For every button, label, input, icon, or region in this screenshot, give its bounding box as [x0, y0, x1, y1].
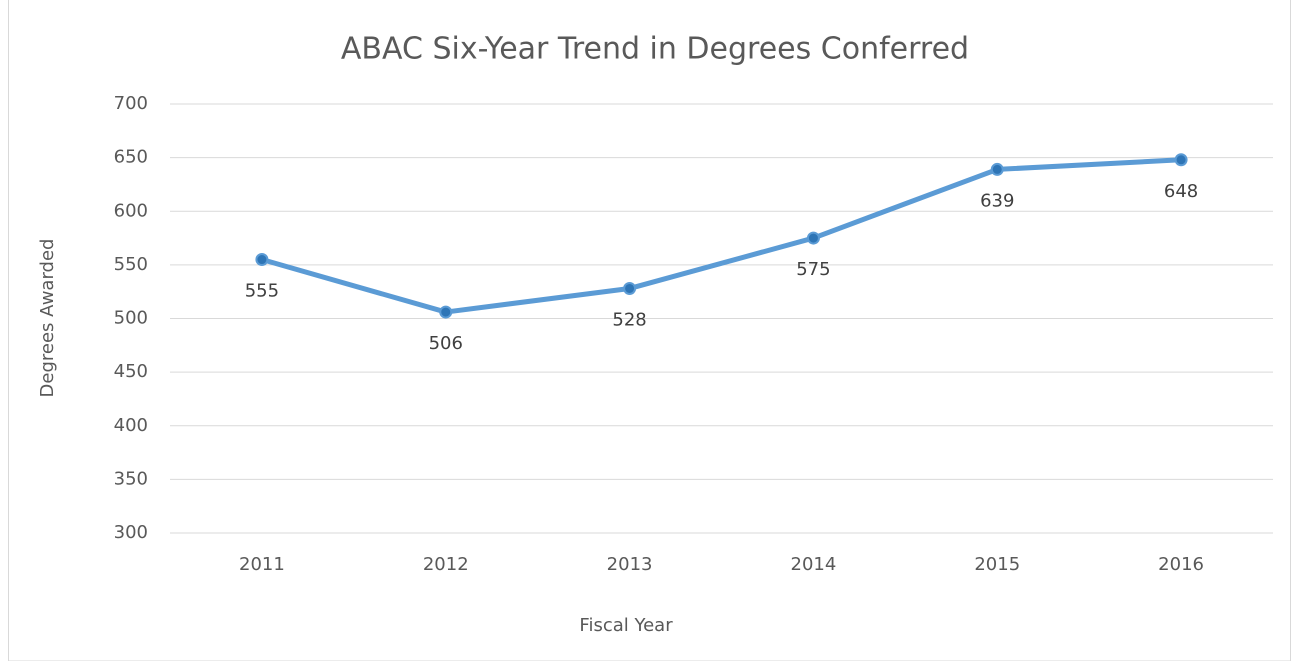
y-tick-label: 350: [114, 468, 148, 489]
data-label: 575: [796, 259, 830, 280]
data-point: [806, 231, 820, 245]
x-axis-label: Fiscal Year: [579, 615, 673, 636]
y-tick-label: 700: [114, 93, 148, 114]
data-point: [623, 281, 637, 295]
x-tick-label: 2014: [791, 554, 837, 575]
x-tick-label: 2011: [239, 554, 285, 575]
x-tick-label: 2013: [607, 554, 653, 575]
y-axis-label: Degrees Awarded: [37, 239, 58, 398]
data-point: [439, 305, 453, 319]
y-tick-label: 600: [114, 200, 148, 221]
data-point: [255, 253, 269, 267]
y-tick-label: 500: [114, 308, 148, 329]
y-tick-label: 450: [114, 361, 148, 382]
y-tick-label: 300: [114, 522, 148, 543]
y-tick-label: 650: [114, 147, 148, 168]
data-point: [1174, 153, 1188, 167]
chart-frame: [8, 0, 1291, 661]
data-label: 648: [1164, 181, 1198, 202]
x-tick-label: 2012: [423, 554, 469, 575]
data-label: 639: [980, 190, 1014, 211]
y-tick-label: 400: [114, 415, 148, 436]
data-line: [259, 157, 1184, 315]
x-tick-label: 2015: [974, 554, 1020, 575]
data-label: 506: [429, 333, 463, 354]
data-label: 555: [245, 281, 279, 302]
data-label: 528: [612, 309, 646, 330]
y-tick-label: 550: [114, 254, 148, 275]
x-tick-label: 2016: [1158, 554, 1204, 575]
chart-title: ABAC Six-Year Trend in Degrees Conferred: [341, 32, 969, 67]
data-point: [990, 162, 1004, 176]
